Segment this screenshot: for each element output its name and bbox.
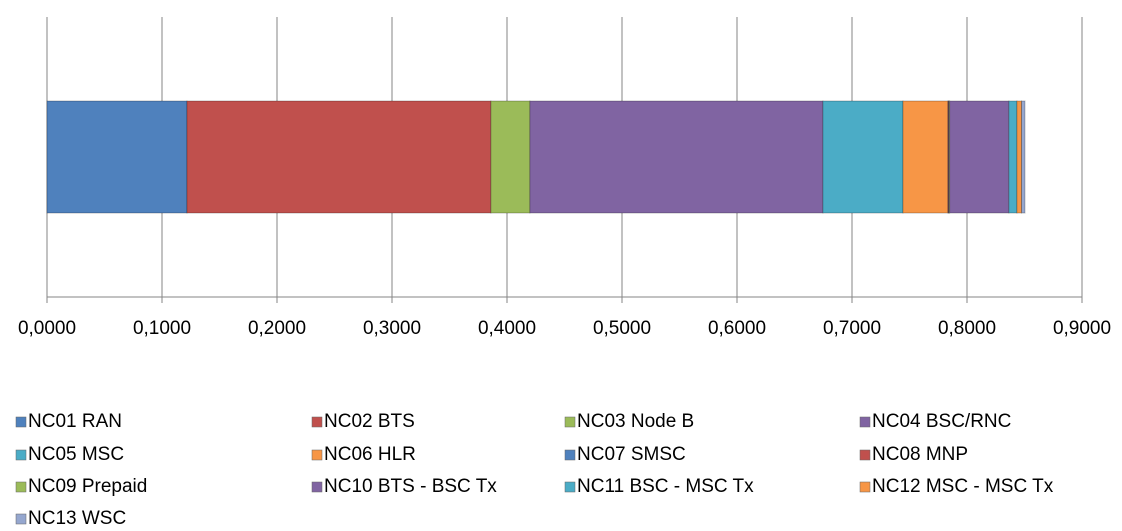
legend-label: NC07 SMSC bbox=[577, 444, 686, 465]
bar-segment bbox=[529, 100, 824, 214]
legend-label: NC10 BTS - BSC Tx bbox=[324, 476, 497, 497]
x-tick-label: 0,0000 bbox=[18, 318, 76, 339]
legend-marker bbox=[15, 481, 27, 493]
legend-marker bbox=[564, 416, 576, 428]
legend-label: NC12 MSC - MSC Tx bbox=[872, 476, 1054, 497]
x-tick-label: 0,6000 bbox=[708, 318, 766, 339]
legend-marker bbox=[15, 416, 27, 428]
bar-segment bbox=[902, 100, 949, 214]
legend-marker bbox=[859, 416, 871, 428]
legend-marker bbox=[311, 481, 323, 493]
x-tick-label: 0,5000 bbox=[593, 318, 651, 339]
legend-label: NC03 Node B bbox=[577, 411, 694, 432]
legend-label: NC01 RAN bbox=[28, 411, 122, 432]
bar-segment bbox=[949, 100, 1010, 214]
legend-marker bbox=[564, 481, 576, 493]
legend-marker bbox=[311, 416, 323, 428]
legend-marker bbox=[311, 449, 323, 461]
bar-segment bbox=[46, 100, 188, 214]
legend-marker bbox=[15, 449, 27, 461]
bar-segment bbox=[1008, 100, 1018, 214]
legend-marker bbox=[15, 513, 27, 525]
bar-segment bbox=[1021, 100, 1026, 214]
legend-label: NC04 BSC/RNC bbox=[872, 411, 1011, 432]
bar-segment bbox=[490, 100, 531, 214]
bar-segment bbox=[186, 100, 492, 214]
legend-label: NC09 Prepaid bbox=[28, 476, 147, 497]
legend-label: NC08 MNP bbox=[872, 444, 968, 465]
x-tick-label: 0,2000 bbox=[248, 318, 306, 339]
legend-label: NC13 WSC bbox=[28, 508, 126, 529]
x-tick-label: 0,8000 bbox=[938, 318, 996, 339]
x-tick-label: 0,9000 bbox=[1053, 318, 1111, 339]
bar-segment bbox=[1016, 100, 1023, 214]
x-tick-label: 0,3000 bbox=[363, 318, 421, 339]
x-tick-label: 0,4000 bbox=[478, 318, 536, 339]
legend-marker bbox=[859, 449, 871, 461]
legend-marker bbox=[859, 481, 871, 493]
legend-marker bbox=[564, 449, 576, 461]
legend-label: NC05 MSC bbox=[28, 444, 124, 465]
bar-segment bbox=[822, 100, 904, 214]
legend-label: NC06 HLR bbox=[324, 444, 416, 465]
x-tick-label: 0,7000 bbox=[823, 318, 881, 339]
legend-label: NC11 BSC - MSC Tx bbox=[577, 476, 754, 497]
x-tick-label: 0,1000 bbox=[133, 318, 191, 339]
legend-label: NC02 BTS bbox=[324, 411, 415, 432]
